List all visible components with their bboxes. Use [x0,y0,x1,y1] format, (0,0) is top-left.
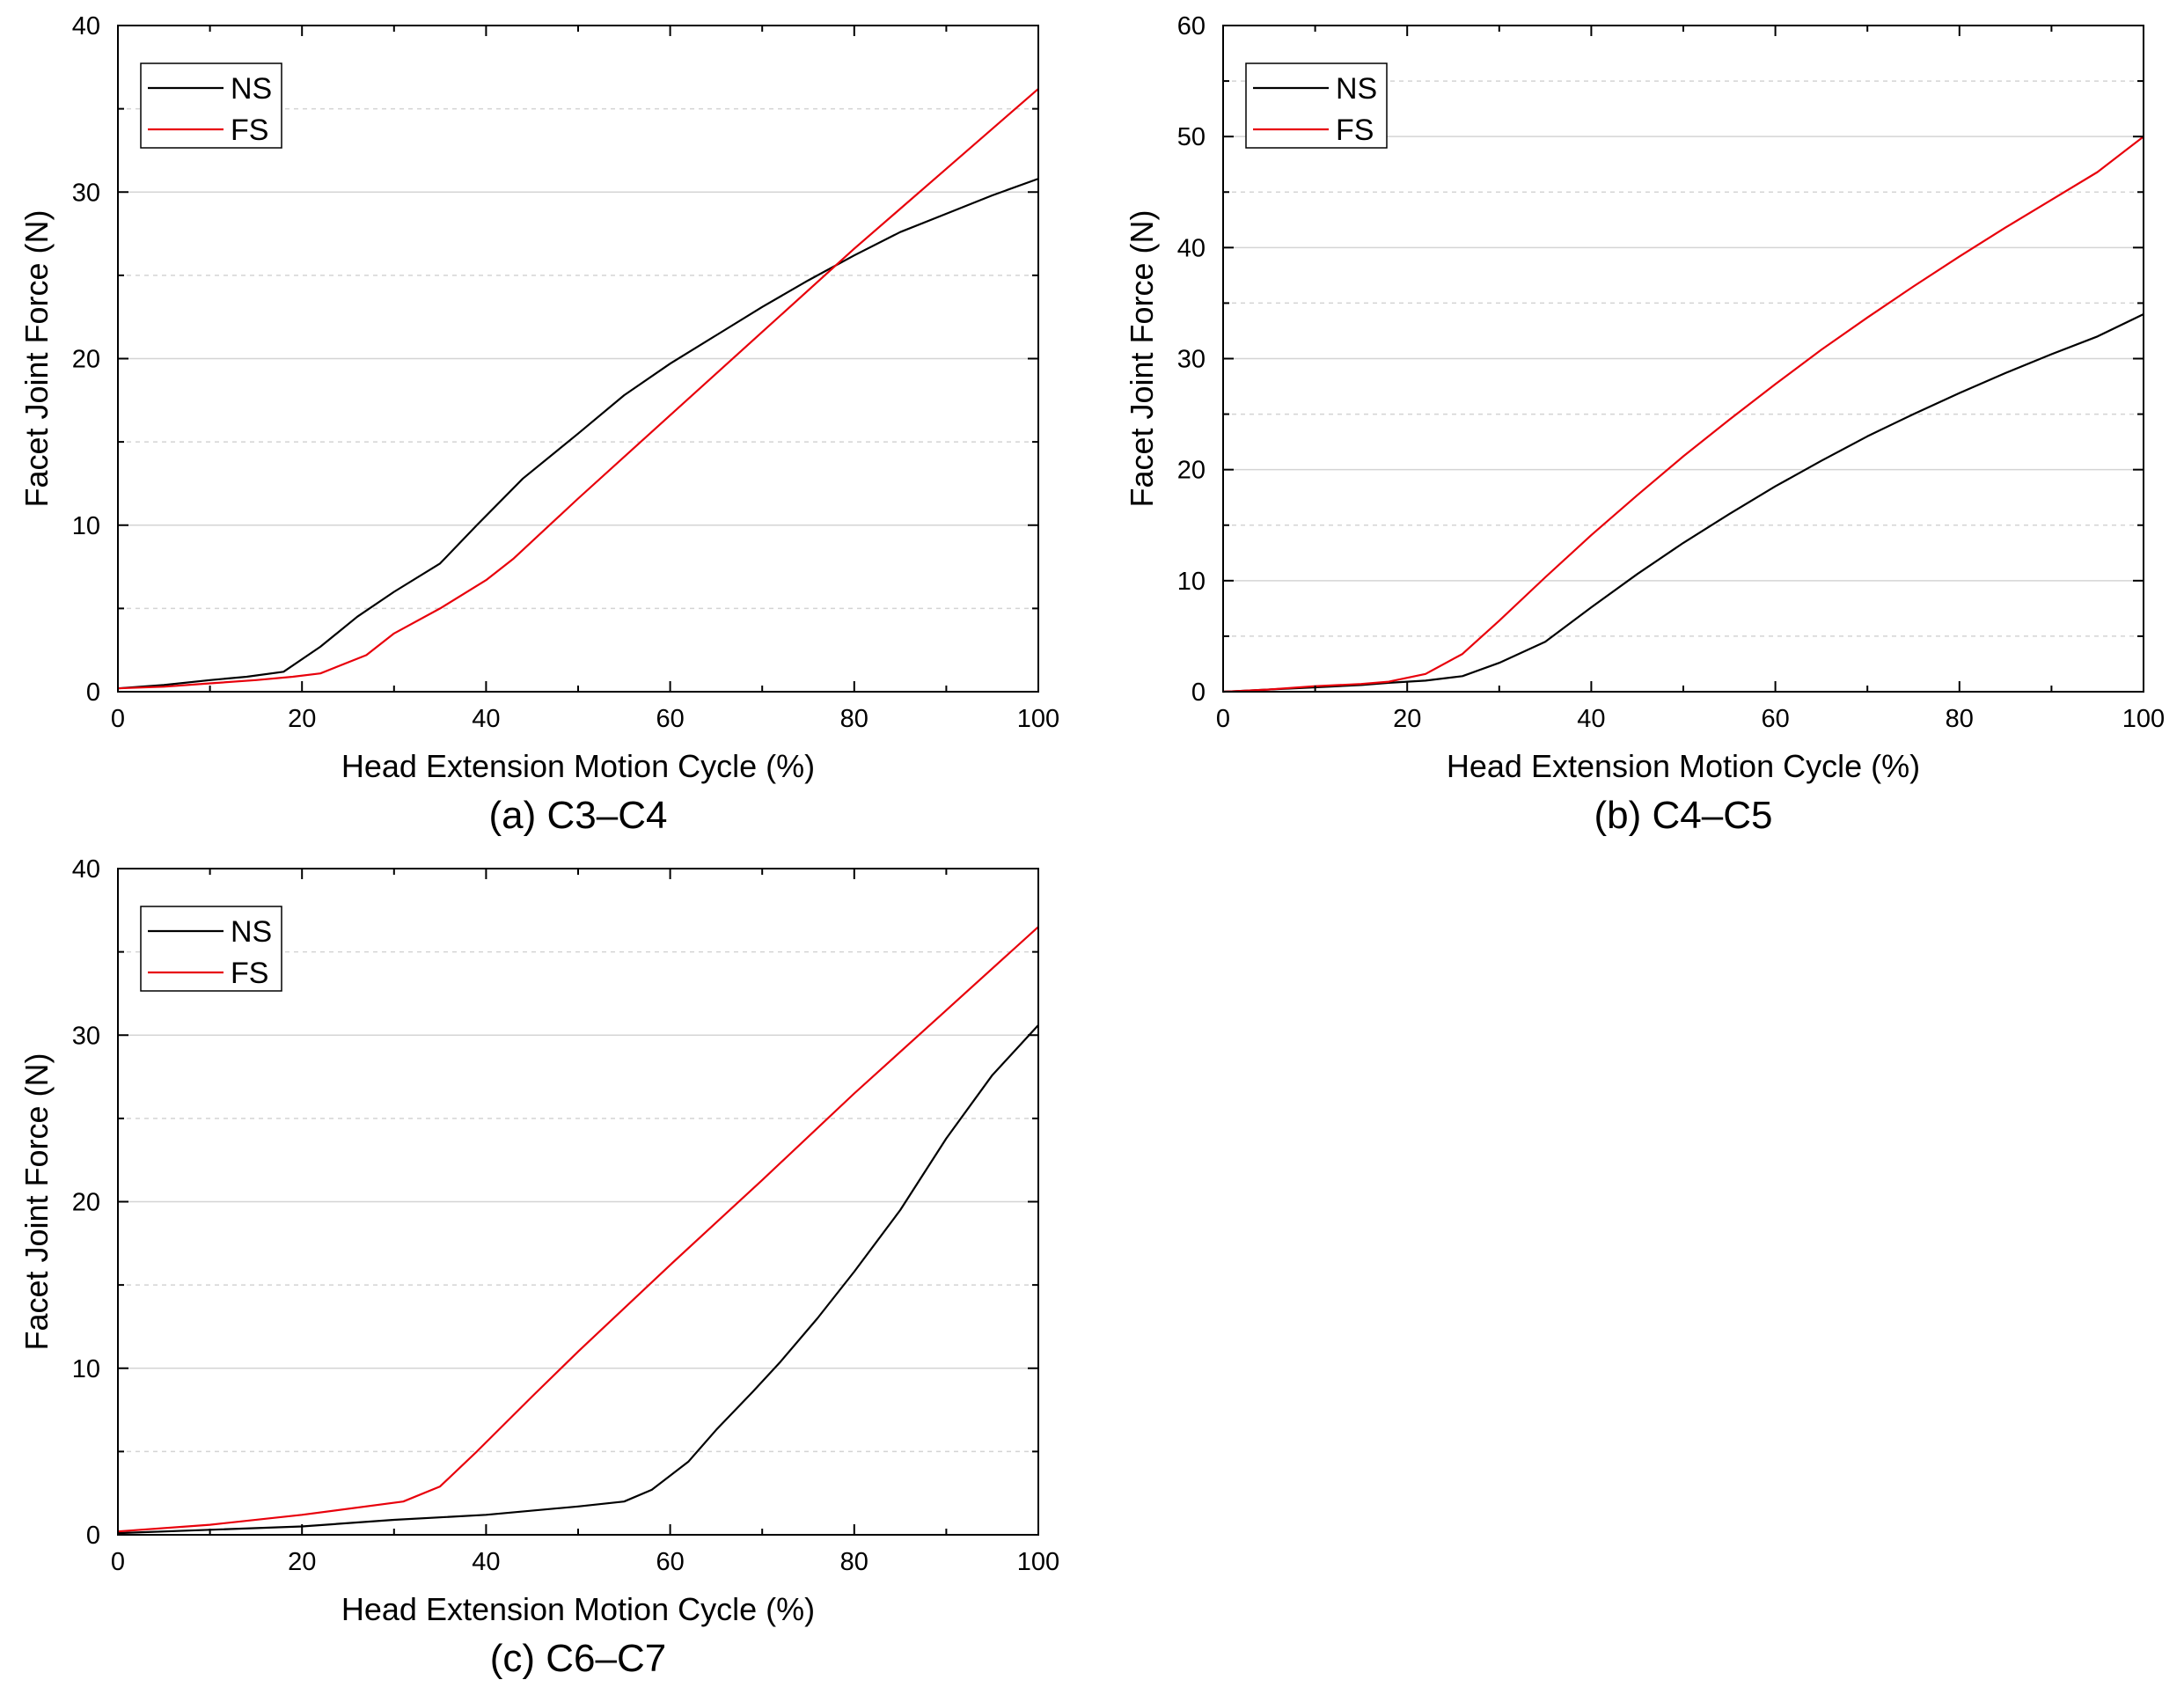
legend-label-fs: FS [231,957,268,990]
y-tick-label: 20 [1177,457,1206,485]
legend-box [1245,62,1388,149]
x-tick-label: 100 [2122,705,2165,733]
x-tick-label: 80 [1946,705,1974,733]
y-axis-title: Facet Joint Force (N) [18,1053,55,1350]
x-tick-label: 40 [1577,705,1605,733]
x-axis-title: Head Extension Motion Cycle (%) [1447,748,1920,784]
legend-label-fs: FS [231,114,268,147]
panel-caption: (b) C4–C5 [1594,794,1773,837]
legend: NS FS [140,906,282,992]
panel-caption: (c) C6–C7 [490,1637,667,1680]
series-line-ns [117,178,1039,690]
legend-box [140,906,282,992]
series-line-ns [117,1024,1039,1535]
legend-box [140,62,282,149]
series-line-fs [117,88,1039,690]
series-line-fs [1222,136,2144,693]
panel-b-c4-c5: 0 20 40 60 80 100 0 10 20 30 40 50 60 Head Extension … [1124,12,2165,837]
y-axis-title: Facet Joint Force (N) [18,209,55,507]
y-tick-label: 40 [72,855,100,884]
y-tick-label: 10 [72,1355,100,1383]
x-axis-title: Head Extension Motion Cycle (%) [341,748,815,784]
y-tick-label: 30 [72,179,100,207]
x-tick-label: 60 [656,1548,684,1576]
series-line-ns [1222,313,2144,693]
x-tick-label: 40 [472,705,500,733]
y-tick-label: 30 [1177,346,1206,374]
y-tick-label: 60 [1177,12,1206,40]
y-tick-label: 10 [1177,568,1206,596]
panel-c-c6-c7: 0 20 40 60 80 100 0 10 20 30 40 Head Extension Moti… [18,855,1059,1680]
y-tick-label: 0 [1191,679,1206,707]
panel-caption: (a) C3–C4 [489,794,668,837]
x-tick-label: 60 [656,705,684,733]
y-tick-label: 0 [86,1522,100,1550]
series-line-fs [117,926,1039,1533]
legend-label-fs: FS [1336,114,1374,147]
legend-label-ns: NS [231,72,272,106]
y-tick-label: 30 [72,1022,100,1050]
x-tick-label: 60 [1761,705,1789,733]
y-tick-label: 10 [72,512,100,540]
x-tick-label: 80 [840,1548,868,1576]
legend-label-ns: NS [231,915,272,949]
y-tick-label: 40 [72,12,100,40]
x-tick-label: 0 [111,1548,125,1576]
x-tick-label: 20 [288,1548,316,1576]
x-tick-label: 20 [288,705,316,733]
y-tick-label: 20 [72,1189,100,1217]
y-tick-label: 40 [1177,234,1206,262]
y-tick-label: 0 [86,679,100,707]
x-tick-label: 100 [1017,1548,1059,1576]
legend: NS FS [1245,62,1388,149]
x-tick-label: 0 [1216,705,1230,733]
legend: NS FS [140,62,282,149]
y-tick-label: 20 [72,346,100,374]
x-tick-label: 0 [111,705,125,733]
x-axis-title: Head Extension Motion Cycle (%) [341,1591,815,1627]
x-tick-label: 80 [840,705,868,733]
x-tick-label: 40 [472,1548,500,1576]
panel-a-c3-c4: 0 20 40 60 80 100 0 10 20 30 40 Head Extension Moti… [18,12,1059,837]
y-tick-label: 50 [1177,123,1206,151]
x-tick-label: 20 [1393,705,1421,733]
legend-label-ns: NS [1336,72,1377,106]
x-tick-label: 100 [1017,705,1059,733]
y-axis-title: Facet Joint Force (N) [1124,209,1160,507]
